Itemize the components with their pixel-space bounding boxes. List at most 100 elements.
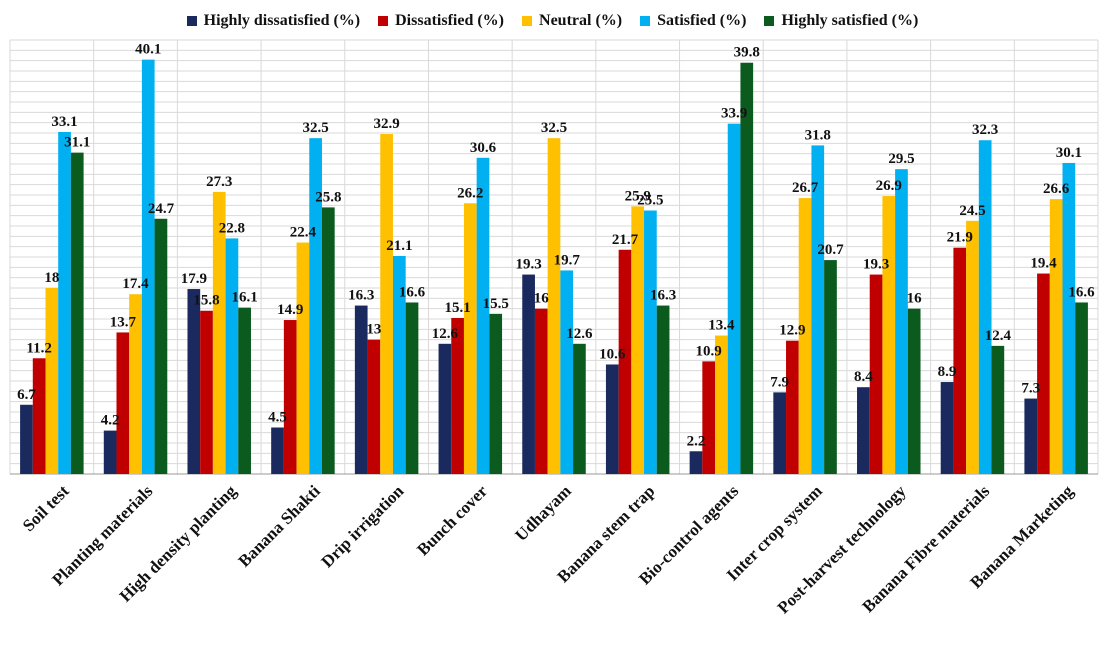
data-label: 26.7 <box>792 180 819 196</box>
data-label: 30.1 <box>1056 145 1082 161</box>
data-label: 33.1 <box>51 114 77 130</box>
data-label: 8.4 <box>854 369 873 385</box>
bar <box>727 123 741 474</box>
bar <box>438 343 452 474</box>
data-label: 25.9 <box>625 188 651 204</box>
data-label: 32.5 <box>541 120 567 136</box>
bar <box>1062 162 1076 474</box>
data-label: 7.9 <box>770 374 789 390</box>
x-tick-label: Udhayam <box>511 481 575 545</box>
data-label: 16 <box>534 291 550 307</box>
x-tick-label: Drip irrigation <box>318 481 408 571</box>
bar <box>1049 199 1063 474</box>
bar <box>522 274 535 474</box>
bar <box>225 238 239 474</box>
data-label: 21.9 <box>947 230 973 246</box>
legend-swatch <box>522 16 533 26</box>
data-label: 8.9 <box>938 364 957 380</box>
data-label: 25.8 <box>315 189 341 205</box>
data-label: 4.5 <box>268 410 287 426</box>
bar <box>70 152 84 474</box>
data-label: 15.5 <box>483 296 509 312</box>
bar <box>392 255 406 474</box>
bar <box>238 307 251 474</box>
data-label: 31.8 <box>805 127 831 143</box>
bar <box>212 191 226 474</box>
data-label: 4.2 <box>101 413 120 429</box>
data-label: 10.9 <box>696 343 722 359</box>
bar <box>656 305 670 474</box>
data-label: 26.2 <box>457 185 483 201</box>
data-label: 25.5 <box>637 193 663 209</box>
legend-label: Dissatisfied (%) <box>395 12 505 29</box>
legend-item-3: Satisfied (%) <box>640 12 746 30</box>
bar <box>116 332 130 474</box>
bar <box>644 210 657 474</box>
data-label: 6.7 <box>17 387 36 403</box>
data-label: 16.6 <box>1068 284 1095 300</box>
data-label: 12.4 <box>985 328 1012 344</box>
bar <box>32 358 46 474</box>
legend: Highly dissatisfied (%) Dissatisfied (%) N… <box>0 8 1105 34</box>
data-label: 32.9 <box>373 116 399 132</box>
data-label: 24.7 <box>148 201 175 217</box>
bar <box>811 145 825 474</box>
bar <box>451 317 464 474</box>
bar <box>283 320 297 474</box>
bar <box>321 207 335 474</box>
legend-item-1: Dissatisfied (%) <box>378 12 504 30</box>
legend-label: Satisfied (%) <box>657 12 747 29</box>
bar <box>534 308 548 474</box>
data-label: 12.6 <box>432 326 459 342</box>
bar <box>187 289 201 474</box>
legend-label: Highly satisfied (%) <box>781 12 919 29</box>
bar <box>869 274 883 474</box>
data-label: 17.9 <box>181 271 207 287</box>
bar <box>978 140 992 474</box>
data-label: 27.3 <box>206 174 232 190</box>
data-label: 13.4 <box>708 318 735 334</box>
data-label: 26.6 <box>1043 181 1070 197</box>
data-label: 14.9 <box>277 302 303 318</box>
bar <box>605 364 619 474</box>
data-label: 17.4 <box>122 276 149 292</box>
bar <box>953 247 967 474</box>
data-label: 15.1 <box>444 300 470 316</box>
legend-label: Neutral (%) <box>539 12 623 29</box>
bar <box>573 343 586 474</box>
bar <box>966 220 979 474</box>
bar <box>1037 273 1050 474</box>
bar <box>702 361 716 474</box>
bar <box>907 308 921 474</box>
bar <box>309 138 322 474</box>
data-label: 19.3 <box>515 257 541 273</box>
bar <box>103 430 117 474</box>
bar <box>463 203 477 474</box>
data-label: 7.3 <box>1021 381 1040 397</box>
bar <box>20 404 33 474</box>
data-labels: 6.7 11.2 18 33.1 31.1 4.2 13.7 17.4 40.1 24.7 17.9… <box>17 42 1095 450</box>
legend-swatch <box>186 16 197 26</box>
bar <box>129 294 142 474</box>
data-label: 18 <box>44 270 59 286</box>
bar <box>940 382 954 474</box>
data-label: 29.5 <box>888 151 914 167</box>
bar <box>45 288 59 474</box>
data-label: 12.9 <box>779 323 805 339</box>
bar <box>895 169 908 474</box>
x-tick-label: Bunch cover <box>413 481 491 559</box>
data-label: 16 <box>907 291 923 307</box>
data-label: 32.5 <box>302 120 328 136</box>
bar <box>354 305 368 474</box>
legend-swatch <box>640 16 651 26</box>
bars <box>20 59 1088 475</box>
bar <box>715 335 728 474</box>
bar <box>380 134 393 475</box>
bar <box>631 206 645 474</box>
bar <box>1024 398 1038 474</box>
data-label: 19.3 <box>863 257 889 273</box>
data-label: 19.4 <box>1030 256 1057 272</box>
data-label: 10.6 <box>599 346 626 362</box>
data-label: 21.1 <box>386 238 412 254</box>
data-label: 16.3 <box>348 288 374 304</box>
